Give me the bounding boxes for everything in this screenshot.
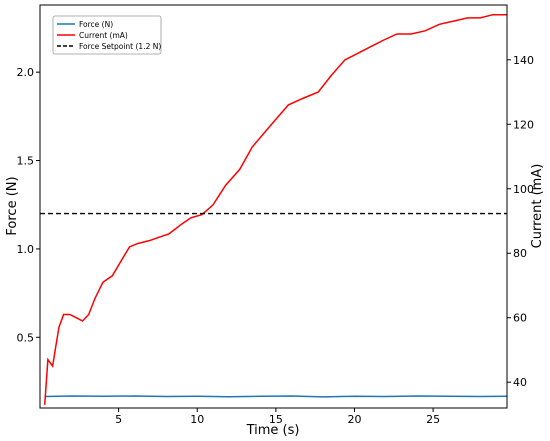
series-layer [40,13,508,405]
legend: Force (N) Current (mA) Force Setpoint (1… [52,15,162,55]
left-y-tick-label: 0.5 [17,331,35,344]
series-line-1 [43,13,507,405]
left-y-tick-label: 1.0 [17,243,35,256]
x-tick-label: 15 [269,413,283,426]
legend-box [52,15,162,55]
right-y-tick-label: 100 [513,183,534,196]
x-axis-label: Time (s) [246,423,300,438]
left-y-axis-label: Force (N) [5,176,20,235]
right-y-axis-label: Current (mA) [530,164,545,249]
legend-label-current: Current (mA) [79,31,128,40]
right-y-tick-label: 60 [513,312,527,325]
left-y-tick-label: 1.5 [17,155,35,168]
x-tick-label: 5 [115,413,122,426]
plot-background [40,5,507,408]
right-y-tick-label: 80 [513,247,527,260]
right-y-tick-label: 140 [513,54,534,67]
series-line-0 [44,395,508,398]
x-tick-label: 25 [426,413,440,426]
right-y-tick-label: 40 [513,376,527,389]
right-y-axis-ticks: 40 60 80 100 120 140 [507,54,534,389]
x-tick-label: 20 [347,413,361,426]
plot-frame [39,4,508,409]
x-axis-ticks: 5 10 15 20 25 [115,408,440,426]
legend-label-force: Force (N) [79,20,113,29]
x-tick-label: 10 [190,413,204,426]
left-y-axis-ticks: 0.5 1.0 1.5 2.0 [17,66,40,344]
legend-label-setpoint: Force Setpoint (1.2 N) [79,42,161,51]
left-y-tick-label: 2.0 [17,66,35,79]
right-y-tick-label: 120 [513,118,534,131]
